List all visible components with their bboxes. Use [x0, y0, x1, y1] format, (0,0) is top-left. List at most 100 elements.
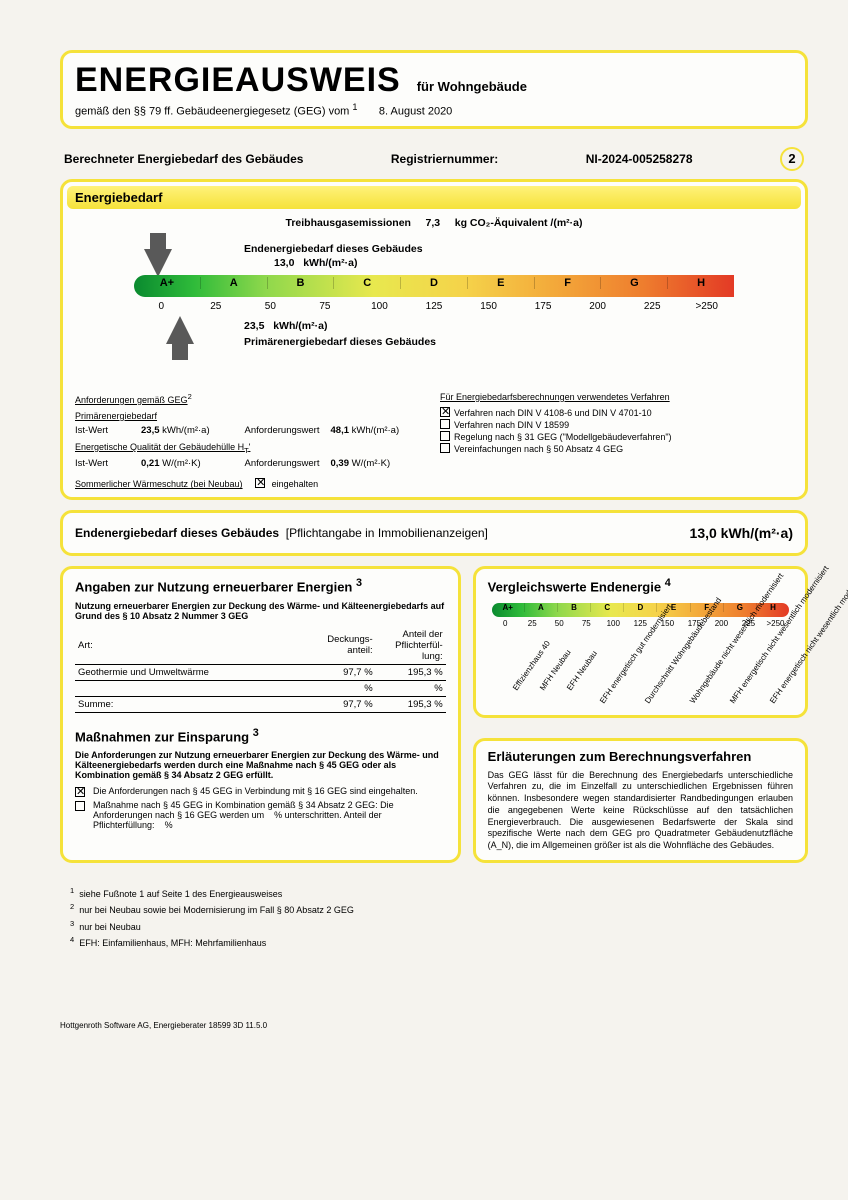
scale-letter: B: [267, 277, 334, 289]
mini-scale: A+ A B C D E F G H: [492, 603, 789, 617]
reg-label: Registriernummer:: [391, 152, 498, 166]
header-box: ENERGIEAUSWEIS für Wohngebäude gemäß den…: [60, 50, 808, 129]
vergleich-sup: 4: [665, 577, 671, 589]
erl-text: Das GEG lässt für die Berechnung des Ene…: [488, 770, 793, 852]
scale-letter: D: [400, 277, 467, 289]
doc-title: ENERGIEAUSWEIS: [75, 61, 401, 100]
scale-number: 225: [625, 301, 680, 312]
software-line: Hottgenroth Software AG, Energieberater …: [60, 1021, 808, 1030]
requirements-left: Anforderungen gemäß GEG2 Primärenergiebe…: [75, 392, 428, 490]
mass-sup: 3: [253, 727, 259, 739]
mini-number: 200: [708, 619, 735, 628]
pct: %: [364, 699, 372, 710]
arrow-endenergy-icon: [144, 249, 172, 277]
endbedarf-value: 13,0 kWh/(m²·a): [690, 525, 793, 541]
endbedarf-suffix: [Pflichtangabe in Immobilienanzeigen]: [286, 526, 488, 540]
ghg-value: 7,3: [426, 217, 441, 229]
anf-label2: Anforderungswert: [245, 458, 325, 469]
vergleich-title: Vergleichswerte Endenergie: [488, 580, 661, 595]
scale-number: 0: [134, 301, 189, 312]
doc-subtitle: für Wohngebäude: [417, 79, 527, 94]
scale-number: 175: [516, 301, 571, 312]
req-heading: Anforderungen gemäß GEG: [75, 395, 188, 405]
scale-number: 50: [243, 301, 298, 312]
scale-number: 100: [352, 301, 407, 312]
renew-title: Angaben zur Nutzung erneuerbarer Energie…: [75, 580, 352, 595]
checkbox-icon: [75, 801, 85, 811]
checkbox-checked-icon: [75, 787, 85, 797]
th-deck: Deckungs-anteil:: [316, 627, 376, 665]
pct: %: [434, 667, 442, 678]
prim-unit: kWh/(m²·a): [273, 320, 327, 332]
prim-label: Primärenergiebedarf dieses Gebäudes: [244, 336, 436, 348]
scale-letter: E: [467, 277, 534, 289]
fn1: siehe Fußnote 1 auf Seite 1 des Energiea…: [79, 889, 282, 899]
verf-opt3: Regelung nach § 31 GEG ("Modellgebäudeve…: [454, 432, 672, 442]
diag-label: EFH energetisch gut modernisiert: [598, 602, 674, 705]
scale-number: 125: [407, 301, 462, 312]
renew-table: Art: Deckungs-anteil: Anteil der Pflicht…: [75, 627, 446, 713]
mass-intro: Die Anforderungen zur Nutzung erneuerbar…: [75, 750, 446, 780]
row1-deck: 97,7: [343, 667, 362, 678]
pct: %: [434, 699, 442, 710]
verfahren-right: Für Energiebedarfsberechnungen verwendet…: [440, 392, 793, 490]
checkbox-icon: [440, 443, 450, 453]
mass-opt2c: %: [165, 820, 173, 830]
fn3: nur bei Neubau: [79, 922, 141, 932]
sum-deck: 97,7: [343, 699, 362, 710]
row1-label: Geothermie und Umweltwärme: [75, 664, 316, 680]
scale-number: 75: [298, 301, 353, 312]
fn4: EFH: Einfamilienhaus, MFH: Mehrfamilienh…: [79, 938, 266, 948]
prim-value: 23,5: [244, 320, 264, 332]
mini-number: 0: [492, 619, 519, 628]
mini-letter: A: [524, 603, 557, 612]
scale-letter: A: [200, 277, 267, 289]
section-title: Energiebedarf: [67, 186, 801, 209]
scale-bar: A+ A B C D E F G H: [134, 275, 734, 297]
prim-label: Primärenergiebedarf: [75, 411, 428, 421]
env-anf: 0,39: [331, 458, 350, 469]
erlaeuterung-box: Erläuterungen zum Berechnungsverfahren D…: [473, 738, 808, 863]
renewables-box: Angaben zur Nutzung erneuerbarer Energie…: [60, 566, 461, 862]
scale-letters: A+ A B C D E F G H: [134, 277, 734, 289]
end-value: 13,0: [274, 257, 294, 269]
law-prefix: gemäß den §§ 79 ff. Gebäudeenergiegesetz…: [75, 106, 352, 118]
mini-letter: D: [623, 603, 656, 612]
scale-number: 150: [461, 301, 516, 312]
checkbox-checked-icon: [440, 407, 450, 417]
prim-anf: 48,1: [331, 425, 350, 436]
env-unit2: W/(m²·K): [352, 458, 391, 469]
verf-opt4: Vereinfachungen nach § 50 Absatz 4 GEG: [454, 444, 623, 454]
prim-ist: 23,5: [141, 425, 160, 436]
scale-letter: G: [600, 277, 667, 289]
calc-label: Berechneter Energiebedarf des Gebäudes: [64, 152, 303, 166]
scale-numbers: 0 25 50 75 100 125 150 175 200 225 >250: [134, 301, 734, 312]
summer-state: eingehalten: [272, 479, 319, 489]
scale-letter: H: [667, 277, 734, 289]
checkbox-checked-icon: [255, 478, 265, 488]
req-sup: 2: [188, 392, 192, 401]
checkbox-icon: [440, 431, 450, 441]
arrow-primaryenergy-icon: [166, 316, 194, 344]
energiebedarf-box: Energiebedarf Treibhausgasemissionen 7,3…: [60, 179, 808, 501]
ist-label2: Ist-Wert: [75, 458, 135, 469]
prim-unit: kWh/(m²·a): [162, 425, 210, 436]
vergleich-box: Vergleichswerte Endenergie 4 A+ A B C D …: [473, 566, 808, 717]
fn2: nur bei Neubau sowie bei Modernisierung …: [79, 905, 354, 915]
env-label: Energetische Qualität der Gebäudehülle H: [75, 442, 244, 452]
mass-title: Maßnahmen zur Einsparung: [75, 729, 249, 744]
mini-letter: B: [557, 603, 590, 612]
law-date: 8. August 2020: [379, 106, 452, 118]
scale-number: >250: [679, 301, 734, 312]
mini-letter: C: [590, 603, 623, 612]
scale-letter: A+: [134, 277, 200, 289]
scale-letter: F: [534, 277, 601, 289]
ghg-label: Treibhausgasemissionen: [285, 217, 410, 229]
ghg-unit: kg CO₂-Äquivalent /(m²·a): [455, 217, 583, 229]
mini-number: 25: [519, 619, 546, 628]
summer-label: Sommerlicher Wärmeschutz (bei Neubau): [75, 479, 243, 489]
verf-opt1: Verfahren nach DIN V 4108-6 und DIN V 47…: [454, 408, 652, 418]
mini-number: 75: [573, 619, 600, 628]
footnotes: 1 siehe Fußnote 1 auf Seite 1 des Energi…: [70, 885, 808, 951]
env-ist: 0,21: [141, 458, 160, 469]
